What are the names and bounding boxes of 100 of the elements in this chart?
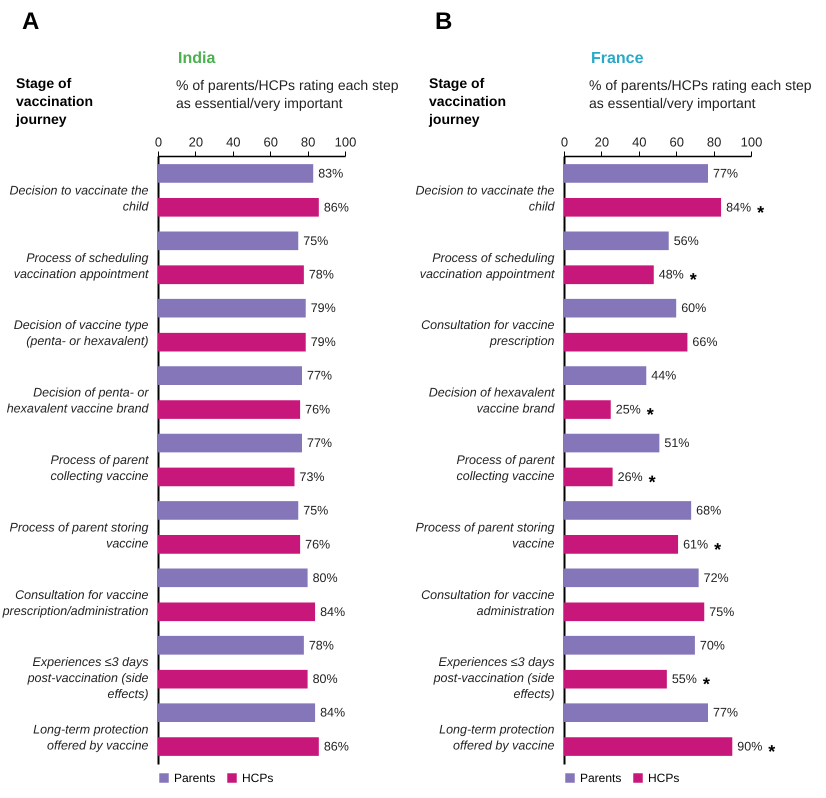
bar <box>564 535 678 554</box>
bar <box>158 602 316 622</box>
y-tick-label: Experiences ≤3 days post-vaccination (side effects) <box>432 655 555 702</box>
bar <box>564 434 660 452</box>
data-label: 75% <box>303 234 328 248</box>
legend-label: HCPs <box>648 771 680 785</box>
chart-subtitle: % of parents/HCPs rating each step as essential/very important <box>176 76 400 112</box>
y-tick-label: Decision of hexavalent vaccine brand <box>428 386 556 416</box>
y-tick-label: Long-term protection offered by vaccine <box>439 722 555 753</box>
y-axis-title: Stage of vaccination journey <box>429 74 508 128</box>
bar <box>564 400 611 419</box>
data-label: 90% <box>737 740 762 754</box>
x-tick-label: 20 <box>188 134 204 150</box>
bar <box>564 636 695 655</box>
bar <box>158 231 298 250</box>
y-tick-label: Long-term protection offered by vaccine <box>33 722 149 753</box>
bar <box>564 501 692 520</box>
bar <box>158 400 300 419</box>
chart-subtitle: % of parents/HCPs rating each step as essential/very important <box>589 76 813 112</box>
bar <box>564 703 708 722</box>
bar <box>158 535 300 554</box>
data-label: 84% <box>726 200 752 214</box>
legend-label: Parents <box>580 771 622 785</box>
data-label: 55% <box>672 672 697 686</box>
bar <box>158 468 295 486</box>
y-tick-label: Consultation for vaccine prescription/administration <box>2 588 149 618</box>
legend-label: Parents <box>174 771 216 785</box>
x-tick-label: 20 <box>594 134 610 150</box>
data-label: 78% <box>308 638 334 652</box>
annotation: * <box>757 202 764 222</box>
bar <box>158 703 316 722</box>
annotation: * <box>646 404 654 425</box>
text: B <box>435 8 452 36</box>
bar <box>158 737 319 756</box>
data-label: 79% <box>310 335 336 350</box>
bar <box>564 737 732 756</box>
bar <box>564 265 654 284</box>
y-tick-label: Process of scheduling vaccination appointment <box>420 250 556 281</box>
data-label: 25% <box>616 402 641 417</box>
bar <box>158 501 298 520</box>
bar <box>158 198 319 217</box>
annotation: * <box>690 270 697 290</box>
x-tick-label: 40 <box>226 134 241 150</box>
data-label: 72% <box>704 570 729 585</box>
x-tick-label: 60 <box>669 134 684 150</box>
data-label: 78% <box>308 268 334 282</box>
chart-title: India <box>178 50 216 68</box>
y-tick-label: Process of parent collecting vaccine <box>50 453 150 483</box>
bar <box>158 332 306 352</box>
bar <box>564 198 722 217</box>
x-tick-label: 0 <box>154 134 162 150</box>
y-tick-label: Decision to vaccinate the child <box>416 183 556 214</box>
x-tick-label: 80 <box>300 134 316 150</box>
bar <box>564 366 646 385</box>
bar <box>158 164 314 183</box>
text: A <box>22 8 40 36</box>
data-label: 83% <box>318 166 344 180</box>
data-label: 76% <box>305 402 330 417</box>
bar <box>564 568 699 588</box>
data-label: 68% <box>696 503 722 518</box>
y-tick-label: Decision of penta- or hexavalent vaccine brand <box>6 386 150 416</box>
data-label: 77% <box>306 368 332 383</box>
bar <box>158 265 304 284</box>
data-label: 48% <box>658 268 684 282</box>
data-label: 80% <box>312 672 338 686</box>
data-label: 61% <box>683 537 708 552</box>
bar <box>158 670 308 689</box>
data-label: 60% <box>681 301 706 316</box>
data-label: 76% <box>305 537 330 552</box>
bar <box>564 670 667 689</box>
annotation: * <box>768 742 776 762</box>
y-tick-label: Consultation for vaccine administration <box>421 588 555 618</box>
data-label: 79% <box>310 301 336 316</box>
annotation: * <box>714 539 722 560</box>
data-label: 56% <box>674 234 699 248</box>
bar <box>564 298 676 318</box>
data-label: 75% <box>709 604 734 619</box>
annotation: * <box>702 674 710 694</box>
bar <box>158 298 306 318</box>
bar <box>564 602 704 622</box>
y-tick-label: Process of scheduling vaccination appointment <box>14 250 150 281</box>
data-label: 44% <box>651 368 676 383</box>
data-label: 84% <box>320 706 346 720</box>
x-tick-label: 80 <box>706 134 722 150</box>
data-label: 77% <box>306 436 332 450</box>
y-tick-label: Process of parent collecting vaccine <box>456 453 556 483</box>
data-label: 73% <box>300 470 325 484</box>
bar <box>158 568 308 588</box>
x-tick-label: 100 <box>334 134 356 150</box>
y-tick-label: Decision of vaccine type (penta- or hexavalent) <box>14 318 149 348</box>
x-tick-label: 60 <box>263 134 278 150</box>
annotation: * <box>648 472 656 492</box>
y-tick-label: Process of parent storing vaccine <box>416 520 555 550</box>
y-axis-title: Stage of vaccination journey <box>16 74 94 128</box>
bar <box>564 332 688 352</box>
data-label: 75% <box>303 503 328 518</box>
data-label: 66% <box>692 335 718 350</box>
y-tick-label: Consultation for vaccine prescription <box>421 318 555 348</box>
chart-title: France <box>591 50 644 68</box>
bar <box>564 231 669 250</box>
